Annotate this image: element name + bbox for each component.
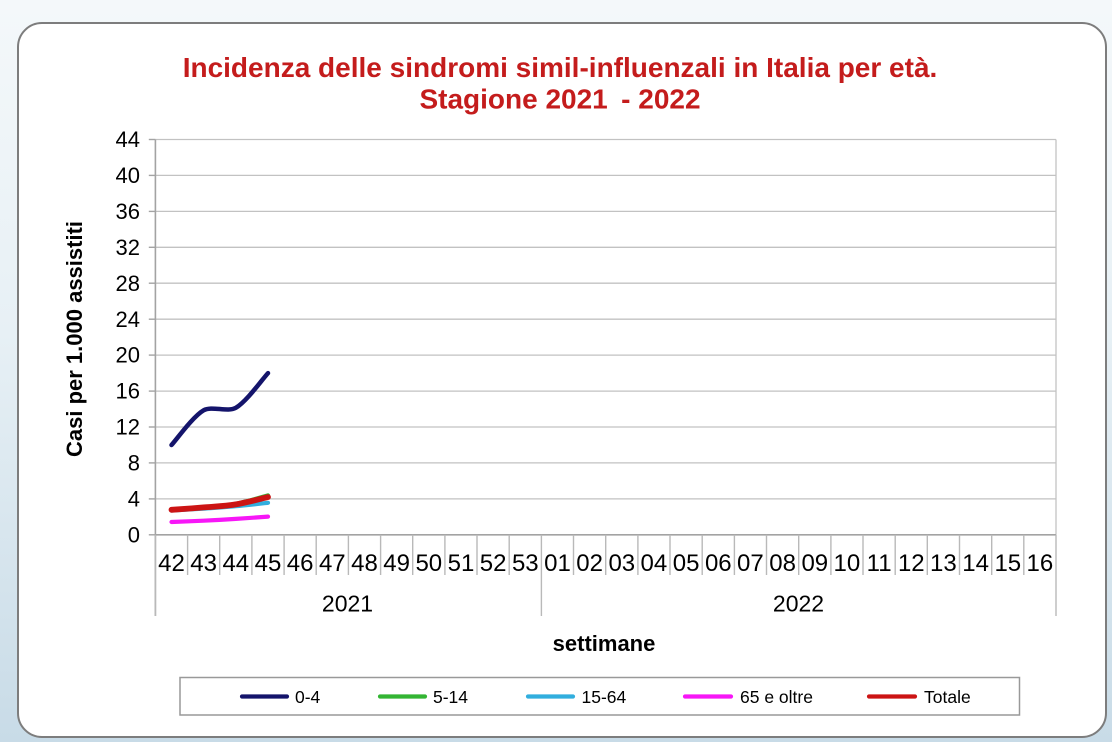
svg-text:28: 28 (116, 271, 140, 296)
svg-text:Incidenza delle sindromi simil: Incidenza delle sindromi simil-influenza… (183, 52, 938, 83)
svg-text:47: 47 (319, 550, 346, 577)
svg-text:12: 12 (116, 415, 140, 440)
svg-text:13: 13 (930, 550, 957, 577)
svg-text:53: 53 (512, 550, 539, 577)
svg-text:2021: 2021 (322, 591, 373, 617)
svg-text:02: 02 (576, 550, 603, 577)
svg-text:06: 06 (705, 550, 732, 577)
svg-text:36: 36 (116, 199, 140, 224)
svg-text:16: 16 (116, 379, 140, 404)
svg-text:04: 04 (641, 550, 668, 577)
svg-text:07: 07 (737, 550, 764, 577)
svg-text:11: 11 (867, 550, 892, 577)
svg-text:8: 8 (128, 451, 140, 476)
svg-text:46: 46 (287, 550, 314, 577)
svg-text:49: 49 (383, 550, 410, 577)
svg-text:01: 01 (544, 550, 571, 577)
svg-text:48: 48 (351, 550, 378, 577)
svg-text:0-4: 0-4 (295, 687, 321, 707)
svg-text:05: 05 (673, 550, 700, 577)
svg-text:09: 09 (801, 550, 828, 577)
svg-text:15: 15 (994, 550, 1021, 577)
svg-text:Casi per 1.000 assistiti: Casi per 1.000 assistiti (62, 221, 87, 457)
svg-text:14: 14 (962, 550, 989, 577)
svg-text:08: 08 (769, 550, 796, 577)
svg-text:43: 43 (190, 550, 217, 577)
svg-text:40: 40 (116, 163, 140, 188)
svg-text:65 e oltre: 65 e oltre (740, 687, 813, 707)
svg-text:44: 44 (116, 127, 140, 152)
svg-text:5-14: 5-14 (433, 687, 468, 707)
svg-text:42: 42 (158, 550, 185, 577)
svg-text:24: 24 (116, 307, 140, 332)
svg-text:50: 50 (415, 550, 442, 577)
svg-text:10: 10 (834, 550, 861, 577)
svg-text:4: 4 (128, 487, 140, 512)
svg-text:32: 32 (116, 235, 140, 260)
svg-text:settimane: settimane (553, 631, 656, 656)
svg-text:15-64: 15-64 (582, 687, 627, 707)
svg-text:03: 03 (608, 550, 635, 577)
svg-text:Stagione 2021 - 2022: Stagione 2021 - 2022 (419, 84, 700, 115)
svg-text:0: 0 (128, 522, 140, 547)
svg-text:Totale: Totale (924, 687, 971, 707)
svg-text:16: 16 (1027, 550, 1054, 577)
svg-text:44: 44 (222, 550, 249, 577)
svg-text:20: 20 (116, 343, 140, 368)
svg-text:12: 12 (898, 550, 925, 577)
svg-text:51: 51 (448, 550, 475, 577)
svg-text:45: 45 (255, 550, 282, 577)
svg-text:52: 52 (480, 550, 507, 577)
svg-text:2022: 2022 (773, 591, 824, 617)
